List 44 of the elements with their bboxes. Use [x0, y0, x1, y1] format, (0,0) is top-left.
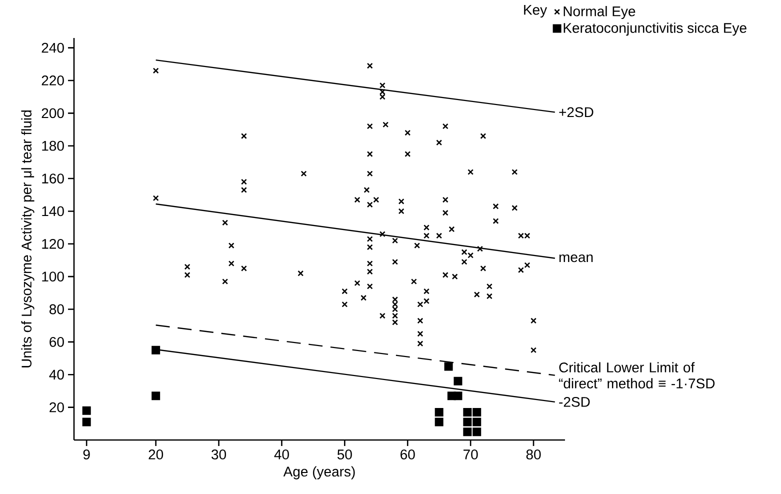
- x-tick-label: 70: [464, 450, 478, 460]
- y-tick-label: 120: [42, 238, 64, 249]
- y-axis-title: Units of Lysozyme Activity per μl tear fluid: [21, 110, 34, 368]
- y-tick-label: 140: [42, 206, 64, 216]
- point: [152, 346, 160, 354]
- x-tick-label: 30: [212, 450, 226, 460]
- y-tick-label: 80: [50, 304, 64, 314]
- x-tick-label: 20: [148, 450, 164, 460]
- x-tick-label: 40: [274, 450, 289, 460]
- point: [472, 408, 482, 416]
- point: [454, 376, 462, 386]
- y-tick-label: 220: [42, 76, 64, 86]
- y-tick-label: 20: [50, 402, 64, 412]
- y-tick-label: 240: [42, 42, 64, 53]
- point: [463, 408, 472, 416]
- y-tick-label: 180: [42, 140, 64, 151]
- x-axis-title: Age (years): [283, 466, 355, 480]
- point: [454, 392, 462, 400]
- series-label: mean: [559, 254, 593, 262]
- point: [472, 418, 482, 426]
- y-tick-label: 60: [50, 336, 64, 347]
- x-tick-label: 9: [83, 450, 90, 460]
- point: [463, 428, 472, 436]
- x-tick-label: 80: [526, 450, 541, 460]
- y-tick-label: 40: [49, 370, 64, 380]
- x-tick-label: 50: [337, 450, 352, 460]
- point: [434, 418, 444, 426]
- series-label: +2SD: [559, 107, 594, 118]
- point: [152, 392, 160, 400]
- point: [463, 418, 472, 426]
- series-label: -2SD: [559, 396, 590, 407]
- legend-label: Keratoconjunctivitis sicca Eye: [564, 22, 746, 36]
- legend-title: Key: [524, 5, 548, 18]
- y-tick-label: 100: [42, 272, 64, 282]
- point: [82, 406, 91, 415]
- point: [472, 428, 482, 436]
- legend-label: Normal Eye: [564, 6, 636, 20]
- y-tick-label: 200: [42, 108, 64, 118]
- point: [444, 362, 453, 371]
- point: [434, 408, 444, 416]
- point: [82, 418, 91, 426]
- series-label: Critical Lower Limit of “direct” method ≡ -1·7SD: [559, 362, 715, 388]
- y-tick-label: 160: [42, 174, 64, 184]
- x-tick-label: 60: [400, 450, 415, 460]
